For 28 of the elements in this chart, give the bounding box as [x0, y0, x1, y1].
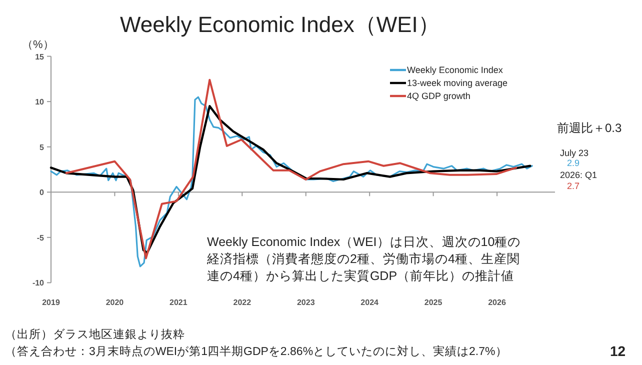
- x-tick-label: 2024: [360, 298, 380, 307]
- x-tick-label: 2021: [170, 298, 188, 307]
- legend-label: 13-week moving average: [407, 78, 508, 88]
- ylabel: （%）: [22, 39, 54, 51]
- y-tick-label: 5: [40, 142, 45, 152]
- annotation: 12: [610, 343, 626, 359]
- y-tick-label: 10: [35, 98, 45, 107]
- x-tick-label: 2026: [488, 298, 506, 307]
- annotation: （答え合わせ：3月末時点のWEIが第1四半期GDPを2.86%としていたのに対し、実績は2.7%）: [5, 346, 508, 358]
- x-tick-label: 2025: [424, 298, 443, 307]
- annotation: 2.7: [567, 181, 580, 191]
- annotation: 2.9: [567, 158, 580, 168]
- x-tick-label: 2022: [233, 298, 252, 307]
- legend-label: 4Q GDP growth: [407, 91, 470, 101]
- annotation: July 23: [560, 148, 589, 158]
- x-tick-label: 2023: [296, 298, 316, 307]
- annotation: Weekly Economic Index（WEI）は日次、週次の10種の経済指標（消費者態度の2種、労働市場の4種、生産関連の4種）から算出した実質GDP（前年比）の推計値: [207, 235, 521, 283]
- annotation: 2026: Q1: [560, 170, 598, 180]
- y-tick-label: 0: [40, 188, 45, 198]
- legend-label: Weekly Economic Index: [407, 65, 504, 75]
- y-tick-label: 15: [35, 52, 45, 62]
- title: Weekly Economic Index（WEI）: [120, 12, 440, 37]
- x-tick-label: 2019: [42, 298, 60, 307]
- annotation: 前週比＋0.3: [557, 121, 622, 135]
- y-tick-label: -10: [32, 278, 45, 288]
- annotation: （出所）ダラス地区連銀より抜粋: [5, 329, 185, 341]
- y-tick-label: -5: [36, 233, 45, 242]
- x-tick-label: 2020: [106, 298, 124, 307]
